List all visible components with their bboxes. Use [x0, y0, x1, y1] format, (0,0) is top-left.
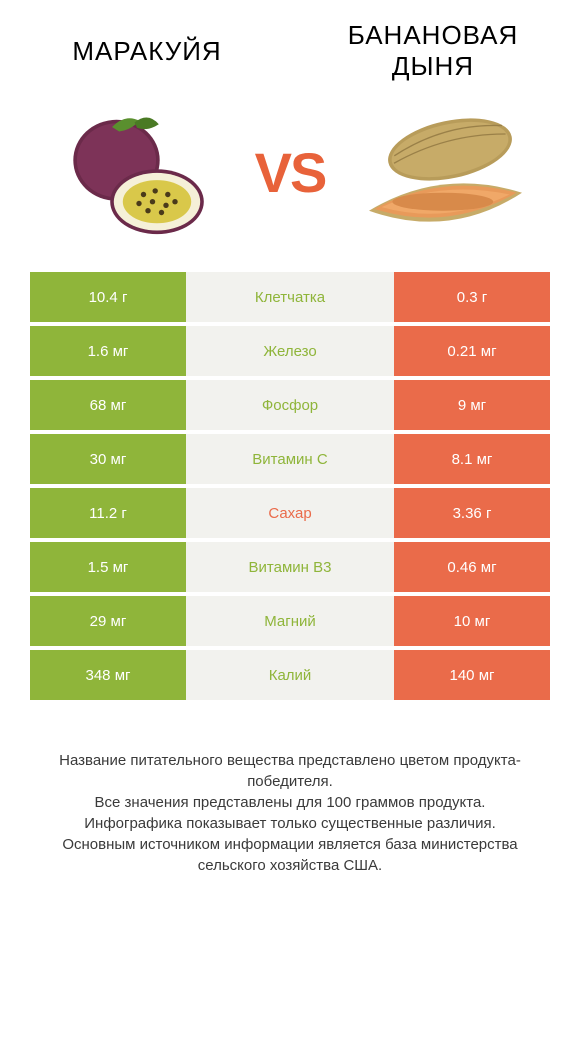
footer-line-2: Все значения представлены для 100 граммо… [40, 792, 540, 813]
cell-right-value: 0.21 мг [394, 326, 550, 376]
cell-right-value: 3.36 г [394, 488, 550, 538]
footer-line-1: Название питательного вещества представл… [40, 750, 540, 792]
table-row: 1.6 мгЖелезо0.21 мг [30, 326, 550, 376]
comparison-table: 10.4 гКлетчатка0.3 г1.6 мгЖелезо0.21 мг6… [30, 272, 550, 700]
banana-melon-image [332, 97, 550, 247]
cell-left-value: 29 мг [30, 596, 186, 646]
cell-left-value: 10.4 г [30, 272, 186, 322]
cell-right-value: 8.1 мг [394, 434, 550, 484]
cell-right-value: 0.46 мг [394, 542, 550, 592]
cell-nutrient-label: Железо [186, 326, 394, 376]
cell-left-value: 68 мг [30, 380, 186, 430]
cell-right-value: 10 мг [394, 596, 550, 646]
table-row: 30 мгВитамин C8.1 мг [30, 434, 550, 484]
table-row: 10.4 гКлетчатка0.3 г [30, 272, 550, 322]
table-row: 68 мгФосфор9 мг [30, 380, 550, 430]
table-row: 348 мгКалий140 мг [30, 650, 550, 700]
cell-nutrient-label: Калий [186, 650, 394, 700]
vs-label: VS [255, 140, 326, 205]
cell-nutrient-label: Магний [186, 596, 394, 646]
footer-text: Название питательного вещества представл… [30, 750, 550, 876]
cell-right-value: 0.3 г [394, 272, 550, 322]
table-row: 29 мгМагний10 мг [30, 596, 550, 646]
cell-right-value: 9 мг [394, 380, 550, 430]
table-row: 11.2 гСахар3.36 г [30, 488, 550, 538]
table-row: 1.5 мгВитамин B30.46 мг [30, 542, 550, 592]
infographic-container: MАРАКУЙЯ БАНАНОВАЯ ДЫНЯ VS [0, 0, 580, 896]
footer-line-3: Инфографика показывает только существенн… [40, 813, 540, 834]
cell-left-value: 348 мг [30, 650, 186, 700]
cell-nutrient-label: Витамин C [186, 434, 394, 484]
cell-nutrient-label: Сахар [186, 488, 394, 538]
cell-left-value: 30 мг [30, 434, 186, 484]
cell-left-value: 1.6 мг [30, 326, 186, 376]
footer-line-4: Основным источником информации является … [40, 834, 540, 876]
cell-left-value: 11.2 г [30, 488, 186, 538]
versus-row: VS [30, 97, 550, 247]
cell-nutrient-label: Витамин B3 [186, 542, 394, 592]
header-row: MАРАКУЙЯ БАНАНОВАЯ ДЫНЯ [30, 20, 550, 82]
cell-nutrient-label: Клетчатка [186, 272, 394, 322]
product-title-right: БАНАНОВАЯ ДЫНЯ [316, 20, 550, 82]
cell-nutrient-label: Фосфор [186, 380, 394, 430]
cell-left-value: 1.5 мг [30, 542, 186, 592]
passion-fruit-image [30, 97, 248, 247]
cell-right-value: 140 мг [394, 650, 550, 700]
product-title-left: MАРАКУЙЯ [30, 36, 264, 67]
